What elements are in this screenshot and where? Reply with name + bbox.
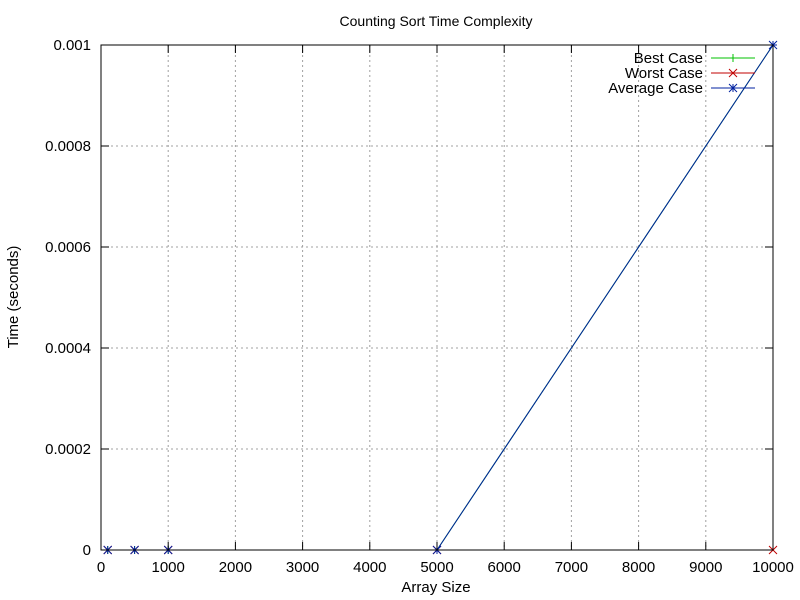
y-tick-label: 0.0002 [45, 441, 91, 458]
grid [101, 45, 773, 550]
x-tick-label: 2000 [219, 559, 252, 576]
y-tick-label: 0.001 [53, 37, 91, 54]
x-tick-label: 10000 [752, 559, 794, 576]
y-axis-label: Time (seconds) [5, 246, 22, 349]
chart-title: Counting Sort Time Complexity [340, 13, 533, 29]
x-tick-label: 3000 [286, 559, 319, 576]
x-tick-label: 5000 [420, 559, 453, 576]
x-tick-label: 6000 [488, 559, 521, 576]
y-tick-label: 0.0008 [45, 138, 91, 155]
x-tick-label: 9000 [689, 559, 722, 576]
legend-marker-average-case [728, 83, 738, 93]
legend-marker-best-case [729, 54, 737, 62]
y-tick-label: 0.0004 [45, 340, 91, 357]
legend-label-worst-case: Worst Case [625, 65, 703, 82]
axis-ticks: 0 1000 2000 3000 4000 5000 6000 7000 8000 9000 100… [45, 37, 794, 576]
legend-label-best-case: Best Case [634, 50, 703, 67]
x-tick-label: 0 [97, 559, 105, 576]
x-tick-label: 7000 [555, 559, 588, 576]
x-tick-label: 8000 [622, 559, 655, 576]
legend-marker-worst-case [728, 68, 738, 78]
legend-label-average-case: Average Case [608, 80, 703, 97]
x-tick-label: 1000 [152, 559, 185, 576]
y-tick-label: 0 [83, 542, 91, 559]
x-tick-label: 4000 [353, 559, 386, 576]
x-axis-label: Array Size [401, 579, 470, 596]
y-tick-label: 0.0006 [45, 239, 91, 256]
